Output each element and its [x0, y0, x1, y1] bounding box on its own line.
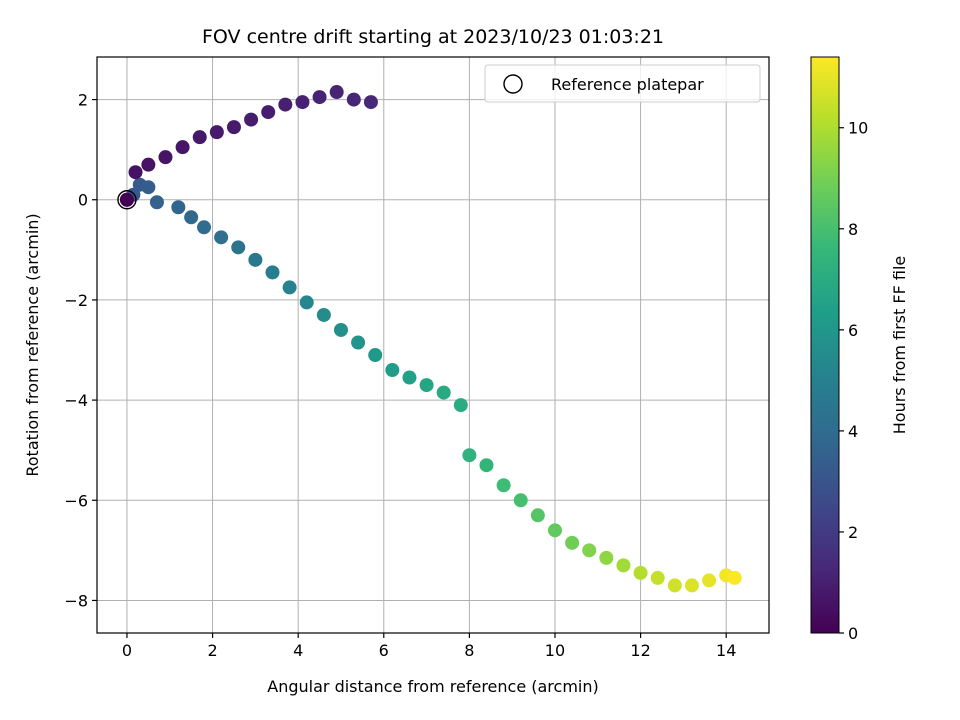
y-tick-label: 2	[78, 91, 88, 110]
data-point	[299, 295, 314, 310]
y-tick-label: −4	[64, 391, 88, 410]
data-point	[184, 210, 199, 225]
data-point	[209, 125, 224, 140]
data-point	[402, 370, 417, 385]
data-point	[650, 570, 665, 585]
data-point	[128, 165, 143, 180]
data-point	[419, 378, 434, 393]
data-point	[214, 230, 229, 245]
points-layer	[119, 85, 742, 593]
y-tick-label: −8	[64, 591, 88, 610]
data-point	[368, 348, 383, 363]
data-point	[265, 265, 280, 280]
data-point	[149, 195, 164, 210]
data-point	[312, 90, 327, 105]
x-tick-label: 12	[630, 641, 650, 660]
x-axis-label: Angular distance from reference (arcmin)	[267, 677, 598, 696]
reference-layer	[117, 190, 137, 210]
data-point	[633, 565, 648, 580]
data-point	[702, 573, 717, 588]
data-point	[453, 398, 468, 413]
data-point	[141, 180, 156, 195]
legend-marker-icon	[503, 74, 523, 94]
x-tick-label: 2	[207, 641, 217, 660]
colorbar-tick-label: 10	[848, 119, 868, 138]
x-tick-label: 0	[122, 641, 132, 660]
data-point	[171, 200, 186, 215]
y-tick-label: −2	[64, 291, 88, 310]
reference-platepar-marker	[117, 190, 137, 210]
data-point	[346, 92, 361, 107]
colorbar-tick-label: 4	[848, 422, 858, 441]
colorbar-ticks: 0 2 4 6 8 10	[839, 119, 868, 643]
data-point	[616, 558, 631, 573]
colorbar-tick-label: 2	[848, 523, 858, 542]
colorbar: 0 2 4 6 8 10 Hours from first FF file	[810, 56, 909, 643]
y-tick-label: −6	[64, 491, 88, 510]
data-point	[175, 140, 190, 155]
chart-title: FOV centre drift starting at 2023/10/23 …	[202, 26, 664, 48]
plot-frame	[96, 56, 770, 634]
data-point	[244, 112, 259, 127]
data-point	[385, 363, 400, 378]
data-point	[462, 448, 477, 463]
data-point	[226, 120, 241, 135]
ticks-layer: 0 2 4 6 8 10 12 14 −8 −6 −4 −2 0 2	[64, 91, 736, 660]
data-point	[727, 570, 742, 585]
colorbar-gradient	[810, 56, 840, 634]
data-point	[667, 578, 682, 593]
data-point	[333, 322, 348, 337]
reference-point-fill	[119, 192, 134, 207]
legend: Reference platepar	[484, 64, 761, 103]
data-point	[316, 307, 331, 322]
y-tick-label: 0	[78, 191, 88, 210]
x-tick-label: 14	[716, 641, 736, 660]
y-axis-label: Rotation from reference (arcmin)	[23, 213, 42, 476]
data-point	[582, 543, 597, 558]
colorbar-label: Hours from first FF file	[890, 256, 909, 435]
data-point	[158, 150, 173, 165]
data-point	[479, 458, 494, 473]
data-point	[197, 220, 212, 235]
legend-label: Reference platepar	[551, 75, 704, 94]
data-point	[248, 252, 263, 267]
data-point	[351, 335, 366, 350]
data-point	[141, 157, 156, 172]
data-point	[261, 105, 276, 120]
x-tick-label: 10	[545, 641, 565, 660]
data-point	[436, 385, 451, 400]
colorbar-tick-label: 8	[848, 220, 858, 239]
data-point	[329, 85, 344, 100]
data-point	[684, 578, 699, 593]
data-point	[530, 508, 545, 523]
data-point	[565, 535, 580, 550]
data-point	[278, 97, 293, 112]
data-point	[192, 130, 207, 145]
data-point	[547, 523, 562, 538]
colorbar-tick-label: 0	[848, 624, 858, 643]
data-point	[295, 95, 310, 110]
legend-box	[484, 64, 761, 103]
data-point	[363, 95, 378, 110]
x-tick-label: 8	[464, 641, 474, 660]
x-tick-label: 4	[293, 641, 303, 660]
colorbar-tick-label: 6	[848, 321, 858, 340]
data-point	[513, 493, 528, 508]
data-point	[231, 240, 246, 255]
data-point	[282, 280, 297, 295]
data-point	[496, 478, 511, 493]
data-point	[599, 550, 614, 565]
x-tick-label: 6	[379, 641, 389, 660]
